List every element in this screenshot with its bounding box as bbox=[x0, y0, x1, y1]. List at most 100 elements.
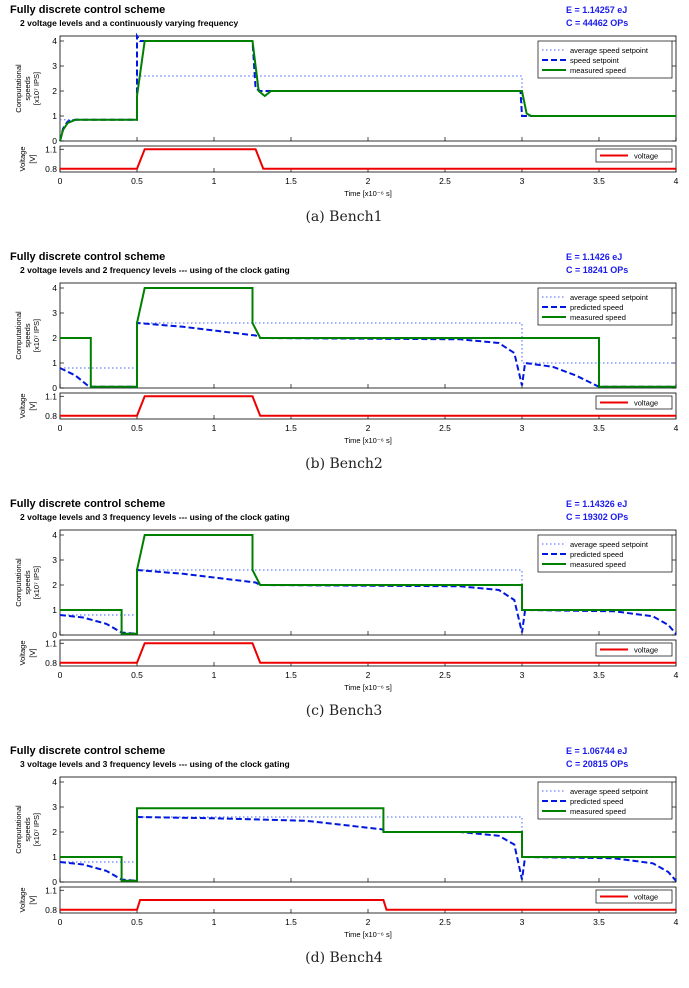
xtick-label: 0.5 bbox=[131, 423, 143, 433]
speed-ytick-label: 3 bbox=[52, 308, 57, 318]
series-line-dotted bbox=[60, 816, 676, 863]
legend-label: measured speed bbox=[570, 66, 626, 75]
cycles-label: C = 44462 OPs bbox=[566, 18, 628, 28]
bench3-panel: Fully discrete control scheme 2 voltage l… bbox=[0, 494, 689, 741]
voltage-ytick-label: 1.1 bbox=[45, 638, 57, 648]
xtick-label: 1.5 bbox=[285, 917, 297, 927]
speed-ylabel: Computational bbox=[14, 64, 23, 113]
voltage-legend-box bbox=[595, 642, 673, 657]
xtick-label: 1.5 bbox=[285, 176, 297, 186]
chart-subtitle: 2 voltage levels and a continuously vary… bbox=[20, 18, 239, 28]
speed-ylabel: [x10⁷ IPS] bbox=[32, 72, 41, 105]
voltage-ylabel: [V] bbox=[28, 648, 37, 657]
legend-label: predicted speed bbox=[570, 797, 623, 806]
voltage-ytick-label: 0.8 bbox=[45, 905, 57, 915]
energy-label: E = 1.1426 eJ bbox=[566, 252, 622, 262]
xtick-label: 2 bbox=[366, 176, 371, 186]
xtick-label: 0.5 bbox=[131, 917, 143, 927]
legend-label: average speed setpoint bbox=[570, 293, 649, 302]
xtick-label: 2.5 bbox=[439, 670, 451, 680]
cycles-label: C = 18241 OPs bbox=[566, 265, 628, 275]
legend-label: measured speed bbox=[570, 560, 626, 569]
speed-ytick-label: 3 bbox=[52, 802, 57, 812]
figure-caption: (a) Bench1 bbox=[305, 209, 382, 225]
series-line-dotted bbox=[60, 322, 676, 369]
xtick-label: 1 bbox=[212, 917, 217, 927]
legend-label: average speed setpoint bbox=[570, 46, 649, 55]
speed-ytick-label: 2 bbox=[52, 580, 57, 590]
voltage-line bbox=[60, 148, 676, 170]
speed-legend-box bbox=[537, 534, 673, 573]
voltage-line bbox=[60, 395, 676, 417]
xtick-label: 3.5 bbox=[593, 176, 605, 186]
speed-ytick-label: 2 bbox=[52, 333, 57, 343]
voltage-line bbox=[60, 899, 676, 911]
voltage-ylabel: [V] bbox=[28, 154, 37, 163]
cycles-label: C = 19302 OPs bbox=[566, 512, 628, 522]
legend-label-voltage: voltage bbox=[634, 893, 658, 902]
legend-label: measured speed bbox=[570, 807, 626, 816]
cycles-label: C = 20815 OPs bbox=[566, 759, 628, 769]
legend-label: average speed setpoint bbox=[570, 540, 649, 549]
chart-title: Fully discrete control scheme bbox=[10, 4, 165, 16]
xtick-label: 1.5 bbox=[285, 423, 297, 433]
xtick-label: 1 bbox=[212, 670, 217, 680]
voltage-ylabel: Voltage bbox=[18, 640, 27, 665]
xtick-label: 2.5 bbox=[439, 423, 451, 433]
energy-label: E = 1.14326 eJ bbox=[566, 499, 627, 509]
x-axis-label: Time [x10⁻⁶ s] bbox=[344, 436, 392, 445]
speed-ylabel: [x10⁷ IPS] bbox=[32, 319, 41, 352]
series-line-dashed bbox=[59, 815, 677, 882]
energy-label: E = 1.06744 eJ bbox=[566, 746, 627, 756]
xtick-label: 3 bbox=[520, 176, 525, 186]
speed-ytick-label: 3 bbox=[52, 61, 57, 71]
bench4-panel: Fully discrete control scheme 3 voltage l… bbox=[0, 741, 689, 988]
legend-label: predicted speed bbox=[570, 303, 623, 312]
series-line-dashed bbox=[59, 568, 677, 635]
xtick-label: 1 bbox=[212, 423, 217, 433]
speed-ytick-label: 2 bbox=[52, 827, 57, 837]
legend-label: speed setpoint bbox=[570, 56, 620, 65]
xtick-label: 3 bbox=[520, 670, 525, 680]
xtick-label: 4 bbox=[674, 670, 679, 680]
voltage-ylabel: [V] bbox=[28, 401, 37, 410]
bench1-panel: Fully discrete control scheme 2 voltage l… bbox=[0, 0, 689, 247]
xtick-label: 3.5 bbox=[593, 670, 605, 680]
x-axis-label: Time [x10⁻⁶ s] bbox=[344, 930, 392, 939]
voltage-ylabel: Voltage bbox=[18, 393, 27, 418]
series-line-solid bbox=[60, 807, 676, 882]
energy-label: E = 1.14257 eJ bbox=[566, 5, 627, 15]
xtick-label: 0 bbox=[58, 423, 63, 433]
legend-label-voltage: voltage bbox=[634, 152, 658, 161]
speed-ylabel: speeds bbox=[23, 76, 32, 100]
speed-ylabel: [x10⁷ IPS] bbox=[32, 566, 41, 599]
bench3-chart: Fully discrete control scheme 2 voltage l… bbox=[10, 498, 679, 719]
xtick-label: 0 bbox=[58, 176, 63, 186]
xtick-label: 4 bbox=[674, 917, 679, 927]
chart-title: Fully discrete control scheme bbox=[10, 251, 165, 263]
series-line-solid bbox=[60, 534, 676, 635]
xtick-label: 3.5 bbox=[593, 423, 605, 433]
voltage-legend-box bbox=[595, 148, 673, 163]
voltage-ytick-label: 1.1 bbox=[45, 144, 57, 154]
series-line-dotted bbox=[60, 75, 676, 121]
voltage-line bbox=[60, 642, 676, 664]
speed-ytick-label: 1 bbox=[52, 111, 57, 121]
xtick-label: 1.5 bbox=[285, 670, 297, 680]
legend-label-voltage: voltage bbox=[634, 399, 658, 408]
speed-ytick-label: 4 bbox=[52, 36, 57, 46]
speed-ylabel: speeds bbox=[23, 323, 32, 347]
chart-subtitle: 2 voltage levels and 2 frequency levels … bbox=[20, 265, 290, 275]
x-axis-label: Time [x10⁻⁶ s] bbox=[344, 189, 392, 198]
speed-ytick-label: 0 bbox=[52, 136, 57, 146]
bench4-chart: Fully discrete control scheme 3 voltage l… bbox=[10, 745, 679, 966]
chart-subtitle: 3 voltage levels and 3 frequency levels … bbox=[20, 759, 290, 769]
voltage-legend-box bbox=[595, 889, 673, 904]
voltage-ytick-label: 0.8 bbox=[45, 658, 57, 668]
bench2-panel: Fully discrete control scheme 2 voltage l… bbox=[0, 247, 689, 494]
speed-ylabel: Computational bbox=[14, 805, 23, 854]
speed-ytick-label: 4 bbox=[52, 530, 57, 540]
figure-caption: (d) Bench4 bbox=[305, 950, 383, 966]
bench1-chart: Fully discrete control scheme 2 voltage l… bbox=[10, 4, 679, 225]
xtick-label: 3 bbox=[520, 423, 525, 433]
